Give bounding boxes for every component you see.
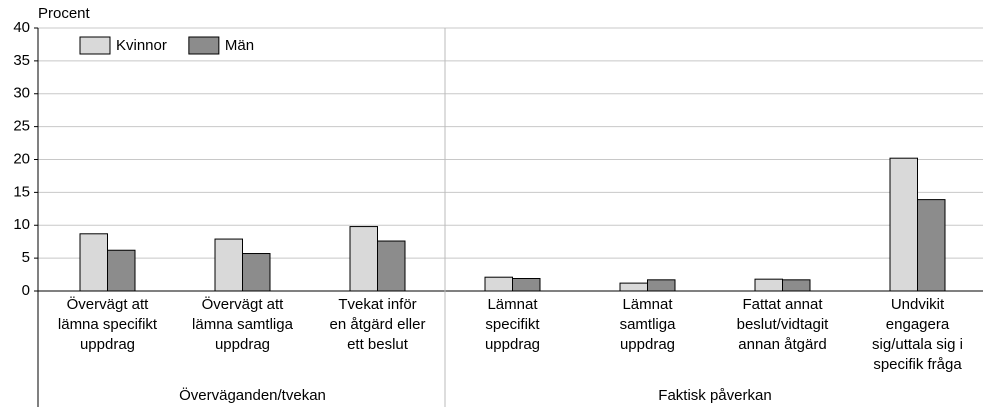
- group-label: Faktisk påverkan: [658, 387, 771, 404]
- y-tick-label: 0: [22, 282, 30, 299]
- legend-swatch: [79, 36, 111, 55]
- bar: [889, 157, 918, 292]
- legend-swatch: [188, 36, 220, 55]
- y-tick-label: 35: [13, 52, 30, 69]
- x-tick-label: Undvikit engagera sig/uttala sig i specifik…: [872, 296, 963, 373]
- y-tick-label: 20: [13, 150, 30, 167]
- bar: [619, 282, 648, 292]
- y-axis-label: Procent: [38, 5, 91, 22]
- bar: [377, 240, 406, 292]
- bar: [349, 226, 378, 292]
- bar: [754, 278, 783, 292]
- y-tick-label: 15: [13, 183, 30, 200]
- y-tick-label: 40: [13, 19, 30, 36]
- y-tick-label: 10: [13, 216, 30, 233]
- y-tick-label: 25: [13, 118, 30, 135]
- x-tick-label: Fattat annat beslut/vidtagit annan åtgärd: [737, 296, 830, 353]
- bar: [214, 238, 243, 292]
- bar: [484, 276, 513, 292]
- x-tick-label: Övervägt att lämna samtliga uppdrag: [192, 295, 294, 353]
- bar: [79, 233, 108, 292]
- x-tick-label: Lämnat samtliga uppdrag: [620, 296, 677, 353]
- y-tick-label: 30: [13, 85, 30, 102]
- bar: [242, 253, 271, 292]
- group-label: Överväganden/tvekan: [179, 386, 326, 404]
- x-tick-label: Tvekat inför en åtgärd eller ett beslut: [330, 296, 426, 353]
- legend-label: Män: [225, 37, 254, 54]
- y-tick-label: 5: [22, 249, 30, 266]
- x-tick-label: Lämnat specifikt uppdrag: [485, 296, 540, 353]
- bar: [917, 199, 946, 292]
- bar: [647, 279, 676, 292]
- x-tick-label: Övervägt att lämna specifikt uppdrag: [58, 295, 158, 353]
- bar: [512, 278, 541, 292]
- legend-label: Kvinnor: [116, 37, 167, 54]
- bar: [107, 249, 136, 292]
- bar: [782, 279, 811, 292]
